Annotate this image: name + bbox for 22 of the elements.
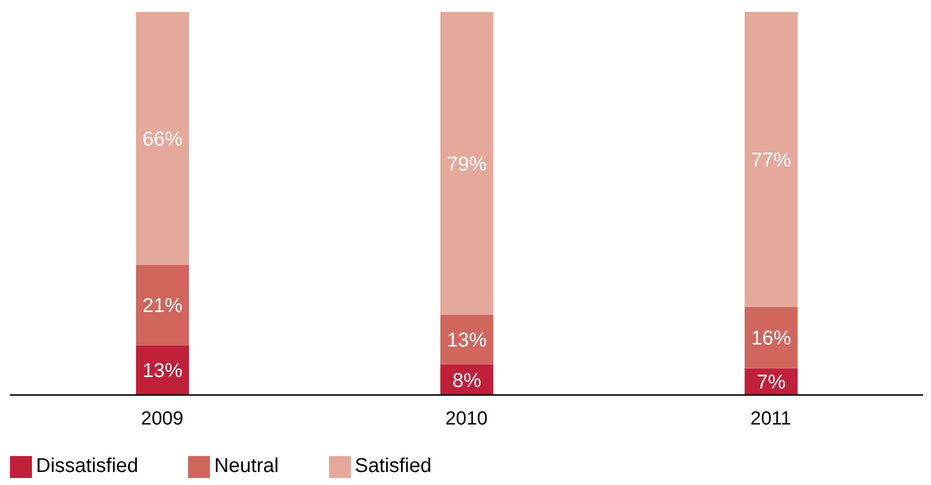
x-tick-label: 2010 (445, 408, 488, 430)
bar (136, 264, 189, 346)
x-tick-label: 2009 (141, 408, 184, 430)
data-label: 13% (142, 360, 183, 382)
legend-label: Satisfied (354, 455, 432, 477)
bar (744, 12, 798, 307)
x-tick-label: 2011 (750, 408, 792, 430)
data-label: 13% (446, 330, 488, 352)
bar (440, 314, 494, 364)
data-label: 79% (446, 153, 488, 176)
bar (136, 345, 189, 395)
data-label: 16% (751, 328, 792, 350)
bar (136, 12, 189, 265)
data-label: 8% (452, 370, 482, 392)
legend-label: Dissatisfied (36, 455, 138, 477)
data-label: 66% (142, 128, 183, 150)
bar (744, 306, 798, 368)
legend-label: Neutral (214, 455, 279, 477)
data-label: 21% (142, 295, 183, 318)
data-label: 77% (751, 150, 792, 172)
bar (440, 12, 494, 315)
data-label: 7% (756, 372, 786, 394)
